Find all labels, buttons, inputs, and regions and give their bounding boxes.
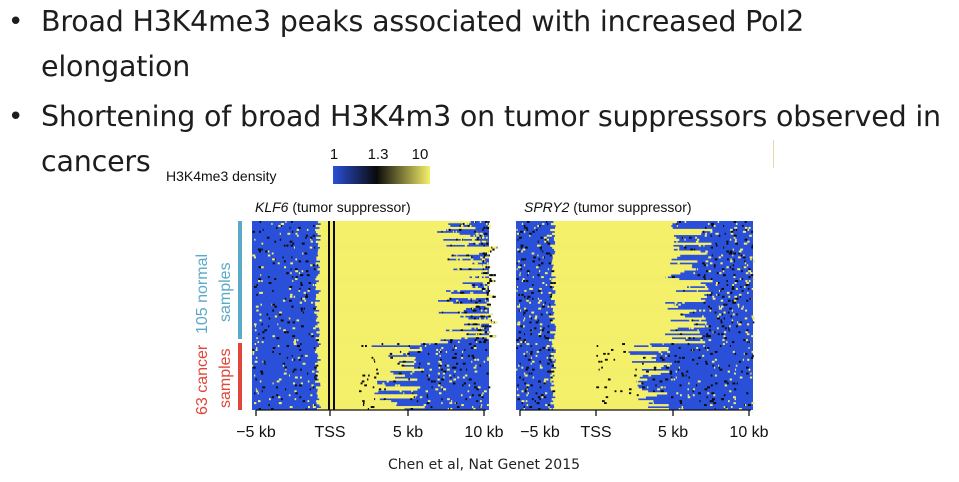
- bullet-line: elongation: [41, 50, 191, 83]
- x-tick-label: 5 kb: [392, 424, 424, 441]
- gene-name: KLF6: [255, 199, 289, 215]
- x-tick-label: TSS: [314, 424, 346, 441]
- x-tick-label: 10 kb: [729, 424, 769, 441]
- normal-label-line2: samples: [217, 262, 234, 322]
- panel-title: KLF6 (tumor suppressor): [255, 199, 411, 215]
- cancer-label-line1: 63 cancer: [194, 344, 211, 415]
- heatmap-spry2: [516, 221, 756, 411]
- x-tick-label: 5 kb: [657, 424, 689, 441]
- heatmap-klf6: [252, 221, 498, 411]
- bullet-dot-icon: •: [8, 102, 24, 132]
- colorbar-tick: 1: [329, 146, 339, 163]
- bullet-line: cancers: [41, 145, 151, 178]
- normal-group-bar: [238, 221, 242, 339]
- gene-suffix: (tumor suppressor): [569, 199, 692, 215]
- x-axes: [255, 409, 751, 416]
- gene-name: SPRY2: [524, 199, 570, 215]
- x-tick-label: TSS: [580, 424, 612, 441]
- citation: Chen et al, Nat Genet 2015: [388, 457, 581, 473]
- colorbar: [333, 166, 430, 184]
- density-label: H3K4me3 density: [166, 168, 277, 184]
- cancer-label-line2: samples: [217, 348, 234, 408]
- colorbar-tick: 10: [411, 146, 429, 163]
- x-tick-label: −5 kb: [520, 424, 560, 441]
- panel-title: SPRY2 (tumor suppressor): [524, 199, 692, 215]
- cancer-group-bar: [238, 343, 242, 410]
- bullet-line: Shortening of broad H3K4m3 on tumor supp…: [41, 100, 941, 133]
- x-tick-label: 10 kb: [464, 424, 504, 441]
- colorbar-tick: 1.3: [367, 146, 389, 163]
- gene-suffix: (tumor suppressor): [288, 199, 411, 215]
- x-tick-label: −5 kb: [236, 424, 276, 441]
- normal-label-line1: 105 normal: [194, 253, 211, 334]
- bullet-dot-icon: •: [8, 7, 24, 37]
- bullet-line: Broad H3K4me3 peaks associated with incr…: [41, 5, 805, 38]
- divider: [773, 140, 774, 168]
